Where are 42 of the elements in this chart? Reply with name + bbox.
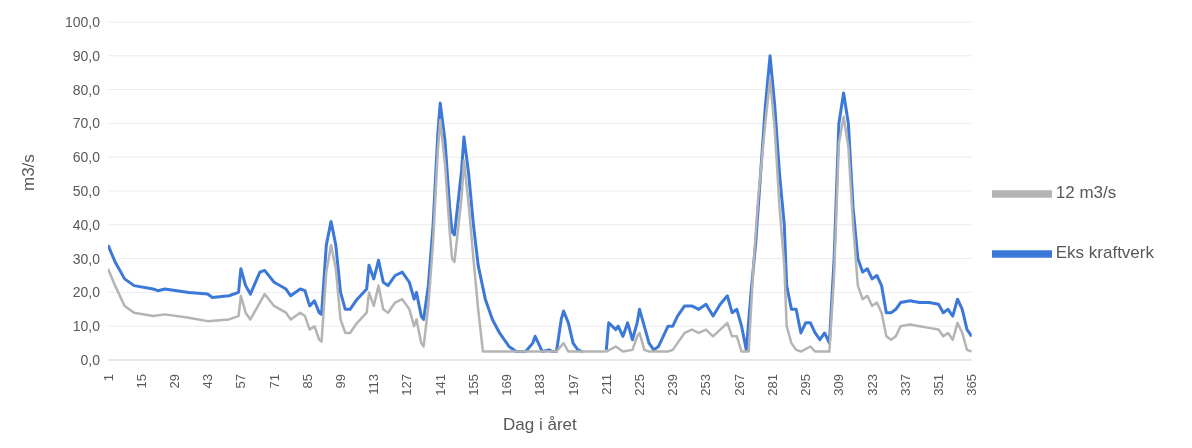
y-tick-label: 10,0 bbox=[72, 318, 101, 335]
x-tick-label: 141 bbox=[432, 374, 448, 396]
x-tick-label: 323 bbox=[864, 374, 880, 396]
x-tick-label: 239 bbox=[665, 374, 681, 396]
x-tick-label: 15 bbox=[133, 374, 149, 389]
y-tick-label: 20,0 bbox=[72, 284, 101, 301]
x-tick-label: 183 bbox=[532, 374, 548, 396]
y-tick-label: 40,0 bbox=[72, 216, 101, 233]
x-tick-label: 85 bbox=[299, 374, 315, 389]
x-tick-label: 365 bbox=[964, 374, 980, 396]
x-tick-label: 113 bbox=[366, 374, 382, 395]
x-tick-label: 29 bbox=[166, 374, 182, 389]
x-tick-label: 225 bbox=[632, 374, 648, 396]
legend-label: Eks kraftverk bbox=[1055, 243, 1154, 263]
x-tick-label: 99 bbox=[333, 374, 349, 389]
x-tick-label: 57 bbox=[233, 374, 249, 389]
x-tick-label: 337 bbox=[897, 374, 913, 396]
y-tick-label: 100,0 bbox=[64, 13, 101, 30]
x-tick-label: 197 bbox=[565, 374, 581, 396]
x-tick-label: 267 bbox=[731, 374, 747, 396]
x-tick-label: 253 bbox=[698, 374, 714, 396]
x-tick-label: 1 bbox=[100, 374, 116, 382]
y-axis-title: m3/s bbox=[19, 154, 39, 191]
y-tick-label: 0,0 bbox=[80, 351, 101, 368]
x-tick-label: 169 bbox=[499, 374, 515, 396]
y-tick-label: 70,0 bbox=[72, 115, 101, 132]
y-tick-label: 50,0 bbox=[72, 182, 101, 199]
y-tick-label: 60,0 bbox=[72, 149, 101, 166]
legend-label: 12 m3/s bbox=[1055, 183, 1117, 203]
y-tick-label: 90,0 bbox=[72, 47, 101, 64]
x-tick-label: 351 bbox=[931, 374, 947, 396]
y-tick-label: 80,0 bbox=[72, 81, 101, 98]
y-tick-label: 30,0 bbox=[72, 250, 101, 267]
x-tick-label: 295 bbox=[798, 374, 814, 396]
x-tick-label: 309 bbox=[831, 374, 847, 396]
x-tick-label: 127 bbox=[399, 374, 415, 396]
x-tick-label: 281 bbox=[764, 374, 780, 396]
x-tick-label: 71 bbox=[266, 374, 282, 389]
x-axis-title: Dag i året bbox=[503, 415, 577, 434]
x-tick-label: 155 bbox=[465, 374, 481, 396]
x-tick-label: 211 bbox=[598, 374, 614, 395]
x-tick-label: 43 bbox=[200, 374, 216, 389]
